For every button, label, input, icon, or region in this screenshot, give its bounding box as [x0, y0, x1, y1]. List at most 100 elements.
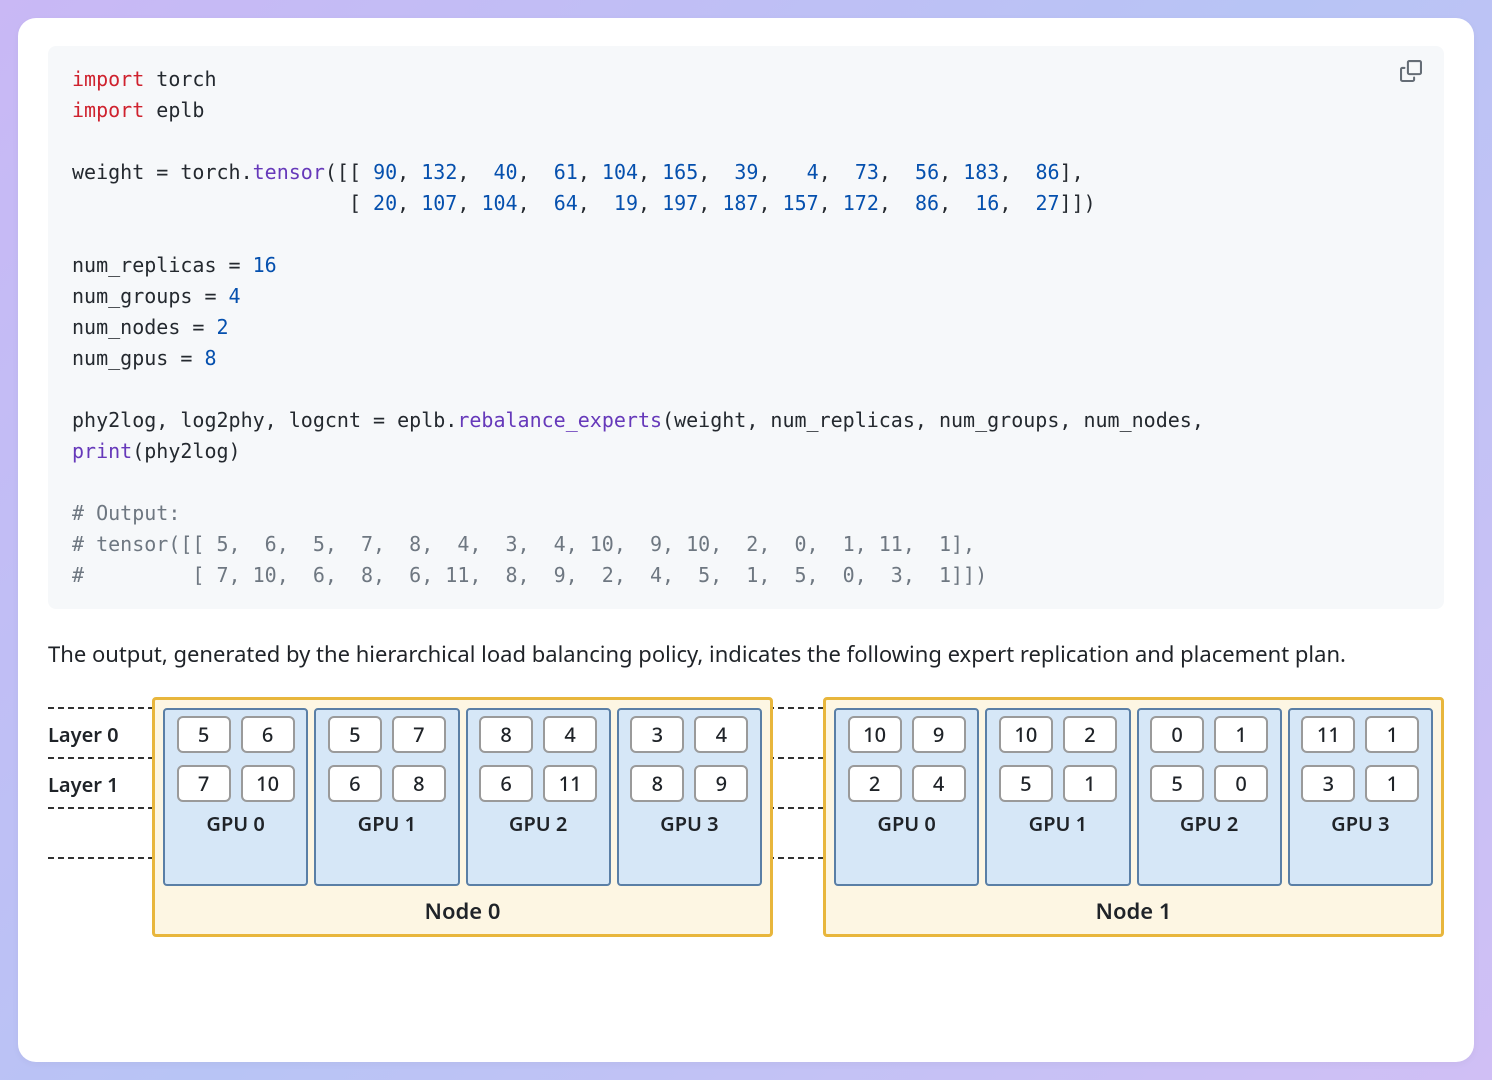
- gpu-label: GPU 2: [476, 810, 601, 837]
- code-token: torch.: [168, 160, 252, 184]
- code-token-num: 19: [614, 191, 638, 215]
- node: 10924GPU 010251GPU 10150GPU 211131GPU 3N…: [823, 697, 1444, 937]
- expert-cell: 5: [328, 716, 382, 753]
- code-token: ,: [698, 191, 722, 215]
- expert-cell: 10: [999, 716, 1053, 753]
- code-token-num: 2: [217, 315, 229, 339]
- code-token: phy2log, log2phy, logcnt: [72, 408, 373, 432]
- copy-icon: [1400, 66, 1422, 89]
- code-token: ,: [939, 160, 963, 184]
- expert-cell: 5: [177, 716, 231, 753]
- code-token-num: 86: [1035, 160, 1059, 184]
- code-token: =: [192, 315, 204, 339]
- code-token: ,: [819, 191, 843, 215]
- expert-cell: 0: [1150, 716, 1204, 753]
- expert-cell: 1: [1365, 716, 1419, 753]
- expert-cell: 3: [630, 716, 684, 753]
- code-token: [192, 346, 204, 370]
- code-token-num: 104: [602, 160, 638, 184]
- code-token-num: 183: [963, 160, 999, 184]
- code-token: num_nodes: [72, 315, 192, 339]
- code-token: ,: [397, 191, 421, 215]
- expert-row: 84: [476, 716, 601, 753]
- code-token: ,: [578, 191, 614, 215]
- code-token: ,: [758, 191, 782, 215]
- code-token: [: [72, 191, 373, 215]
- node: 56710GPU 05768GPU 184611GPU 23489GPU 3No…: [152, 697, 773, 937]
- expert-row: 710: [173, 765, 298, 802]
- code-token: [241, 253, 253, 277]
- expert-cell: 9: [912, 716, 966, 753]
- gpu: 0150GPU 2: [1137, 708, 1282, 886]
- expert-row: 111: [1298, 716, 1423, 753]
- gpus-row: 56710GPU 05768GPU 184611GPU 23489GPU 3: [155, 700, 770, 890]
- code-token: [204, 315, 216, 339]
- expert-cell: 6: [479, 765, 533, 802]
- copy-button[interactable]: [1400, 60, 1428, 88]
- gpu: 10 2 51 GPU 1: [985, 708, 1130, 886]
- nodes-container: 56710GPU 05768GPU 184611GPU 23489GPU 3No…: [152, 697, 1444, 937]
- expert-cell: 6: [328, 765, 382, 802]
- code-token: ([[: [325, 160, 373, 184]
- layer-labels: Layer 0 Layer 1: [48, 697, 148, 937]
- node-label: Node 0: [155, 890, 770, 934]
- gpu-label: GPU 1: [995, 810, 1120, 837]
- expert-row: 51: [995, 765, 1120, 802]
- code-token: ,: [638, 160, 662, 184]
- code-token-num: 27: [1035, 191, 1059, 215]
- code-token: (weight, num_replicas, num_groups, num_n…: [662, 408, 1216, 432]
- code-token: ,: [578, 160, 602, 184]
- expert-cell: 4: [912, 765, 966, 802]
- expert-cell: 0: [1214, 765, 1268, 802]
- code-token-num: 172: [843, 191, 879, 215]
- code-token-kw: import: [72, 98, 144, 122]
- expert-cell: 8: [392, 765, 446, 802]
- expert-cell: 2: [1063, 716, 1117, 753]
- code-token-num: 132: [421, 160, 457, 184]
- code-token-num: 56: [915, 160, 939, 184]
- gpu-label: GPU 3: [1298, 810, 1423, 837]
- gpu: 56 710 GPU 0: [163, 708, 308, 886]
- expert-row: 109: [844, 716, 969, 753]
- placement-diagram: Layer 0 Layer 1 56710GPU 05768GPU 184611…: [48, 697, 1444, 937]
- expert-cell: 7: [177, 765, 231, 802]
- code-token: ,: [939, 191, 975, 215]
- code-token-num: 86: [915, 191, 939, 215]
- code-token-num: 39: [734, 160, 758, 184]
- code-token-fn: rebalance_experts: [457, 408, 662, 432]
- code-token: num_replicas: [72, 253, 229, 277]
- expert-cell: 7: [392, 716, 446, 753]
- gpu: 10924GPU 0: [834, 708, 979, 886]
- code-token-num: 4: [807, 160, 819, 184]
- code-token: num_groups: [72, 284, 204, 308]
- gpu-label: GPU 1: [324, 810, 449, 837]
- code-token-num: 197: [662, 191, 698, 215]
- expert-cell: 8: [630, 765, 684, 802]
- code-token-num: 107: [421, 191, 457, 215]
- code-token: ,: [457, 160, 493, 184]
- expert-cell: 4: [694, 716, 748, 753]
- code-token-num: 104: [481, 191, 517, 215]
- gpu: 3489GPU 3: [617, 708, 762, 886]
- code-token-fn: tensor: [253, 160, 325, 184]
- code-token: ,: [698, 160, 734, 184]
- expert-row: 24: [844, 765, 969, 802]
- expert-cell: 1: [1063, 765, 1117, 802]
- code-token: =: [373, 408, 385, 432]
- code-token: ,: [879, 191, 915, 215]
- expert-row: 56: [173, 716, 298, 753]
- code-token-num: 16: [253, 253, 277, 277]
- code-token: =: [180, 346, 192, 370]
- code-token: =: [156, 160, 168, 184]
- code-token: num_gpus: [72, 346, 180, 370]
- code-block: import torch import eplb weight = torch.…: [48, 46, 1444, 609]
- expert-cell: 5: [1150, 765, 1204, 802]
- code-content: import torch import eplb weight = torch.…: [72, 64, 1420, 591]
- code-token-num: 73: [855, 160, 879, 184]
- code-token-num: 165: [662, 160, 698, 184]
- gpu-label: GPU 0: [173, 810, 298, 837]
- expert-cell: 3: [1301, 765, 1355, 802]
- expert-cell: 11: [543, 765, 597, 802]
- code-token: ,: [999, 191, 1035, 215]
- expert-row: 6 11: [476, 765, 601, 802]
